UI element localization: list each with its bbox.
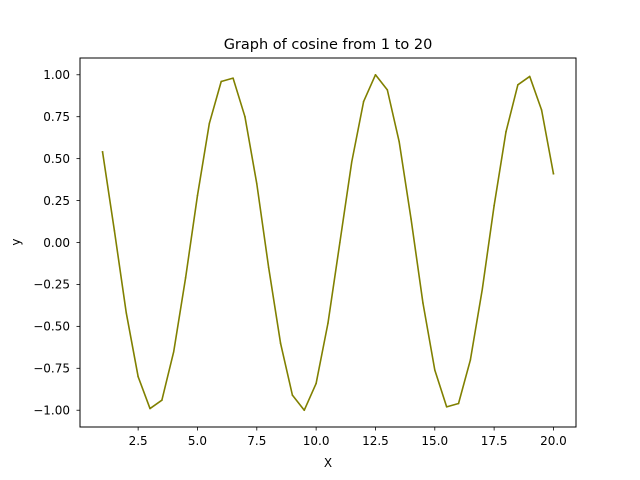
cosine-data-point [315, 382, 317, 385]
y-tick-label: 0.50 [43, 152, 70, 166]
cosine-data-point [422, 302, 424, 304]
cosine-data-point [386, 89, 389, 91]
x-tick-label: 10.0 [303, 434, 330, 448]
cosine-data-point [232, 77, 234, 79]
x-tick-label: 5.0 [188, 434, 207, 448]
cosine-data-point [339, 241, 341, 244]
cosine-data-point [291, 394, 294, 396]
x-axis: 2.5 5.0 7.5 10.0 12.5 15.0 17.5 20.0 [129, 427, 567, 448]
cosine-data-point [220, 80, 223, 83]
x-tick-label: 12.5 [362, 434, 389, 448]
cosine-data-point [279, 342, 282, 344]
cosine-data-point [540, 109, 543, 111]
y-axis-label: y [9, 238, 23, 245]
x-tick-label: 7.5 [247, 434, 266, 448]
cosine-data-point [374, 73, 377, 76]
cosine-data-point [327, 322, 329, 324]
x-tick-label: 17.5 [481, 434, 508, 448]
cosine-data-point [493, 204, 495, 207]
x-tick-label: 2.5 [129, 434, 148, 448]
cosine-data-point [101, 151, 104, 153]
cosine-data-point [481, 288, 484, 291]
x-axis-label: X [324, 456, 332, 470]
cosine-data-point [398, 141, 401, 143]
cosine-data-point [196, 194, 199, 197]
cosine-data-point [528, 75, 531, 78]
cosine-data-point [137, 375, 139, 378]
cosine-data-point [433, 369, 436, 371]
y-tick-label: 0.75 [43, 110, 70, 124]
cosine-data-point [113, 229, 116, 232]
cosine-data-point [149, 407, 151, 410]
y-tick-label: −0.25 [33, 278, 70, 292]
cosine-data-point [267, 266, 270, 269]
cosine-data-point [457, 402, 460, 405]
cosine-data-point [552, 172, 555, 175]
cosine-data-point [184, 276, 187, 279]
cosine-data-point [517, 84, 519, 86]
y-tick-label: 1.00 [43, 68, 70, 82]
cosine-data-point [505, 131, 507, 133]
y-tick-label: 0.00 [43, 236, 70, 250]
cosine-data-point [469, 359, 472, 361]
x-tick-label: 15.0 [421, 434, 448, 448]
y-tick-label: −0.75 [33, 362, 70, 376]
cosine-data-point [161, 399, 163, 401]
cosine-data-point [303, 409, 306, 412]
cosine-data-point [362, 100, 365, 103]
x-tick-label: 20.0 [540, 434, 567, 448]
cosine-data-point [208, 122, 211, 125]
y-tick-label: 0.25 [43, 194, 70, 208]
y-tick-label: −1.00 [33, 404, 70, 418]
y-axis: 1.00 0.75 0.50 0.25 0.00 −0.25 −0.50 −0.75 −1.00 [33, 68, 80, 418]
cosine-data-point [255, 183, 258, 185]
cosine-data-point [350, 161, 353, 163]
plot-layer [101, 73, 555, 412]
cosine-data-point [125, 312, 128, 314]
cosine-data-point [445, 406, 448, 408]
cosine-data-point [172, 350, 175, 353]
cosine-data-point [410, 218, 412, 220]
cosine-data-point [244, 115, 246, 118]
chart-title: Graph of cosine from 1 to 20 [224, 37, 433, 53]
y-tick-label: −0.50 [33, 320, 70, 334]
